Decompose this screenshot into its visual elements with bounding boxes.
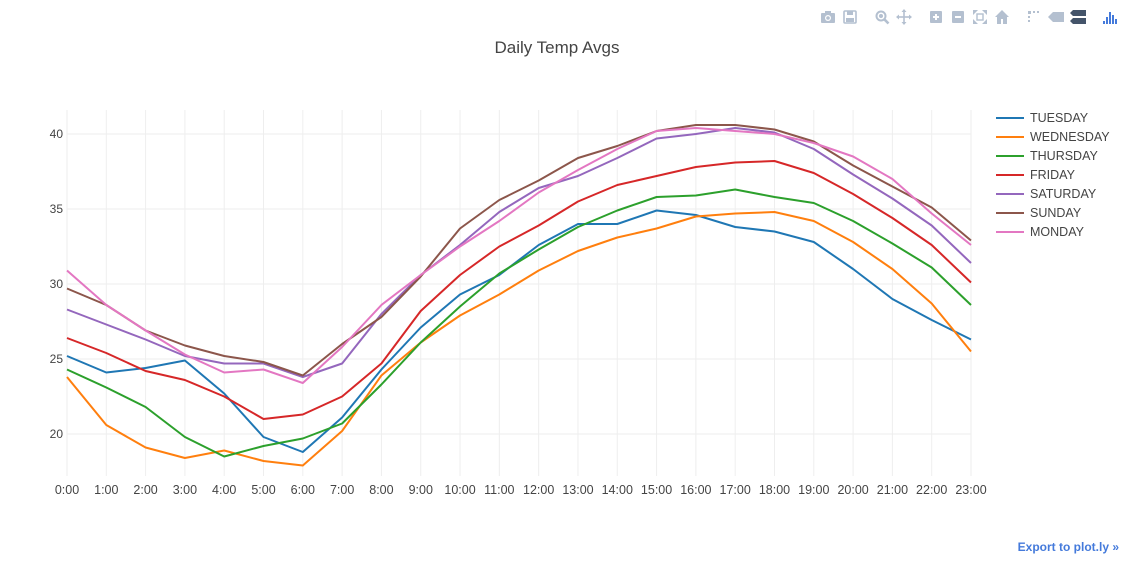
legend-label: SUNDAY — [1030, 206, 1082, 220]
x-tick-label: 19:00 — [798, 483, 829, 497]
hover-closest-button[interactable] — [1045, 6, 1067, 28]
series-line-saturday[interactable] — [66, 127, 972, 378]
legend-item-saturday[interactable]: SATURDAY — [996, 187, 1097, 201]
modebar-group — [871, 6, 915, 28]
x-tick-label: 7:00 — [330, 483, 354, 497]
hover-compare-button[interactable] — [1067, 6, 1089, 28]
legend-item-tuesday[interactable]: TUESDAY — [996, 111, 1089, 125]
x-tick-label: 11:00 — [484, 483, 514, 497]
x-tick-label: 16:00 — [680, 483, 711, 497]
legend-item-friday[interactable]: FRIDAY — [996, 168, 1076, 182]
spikelines-button[interactable] — [1023, 6, 1045, 28]
autoscale-button[interactable] — [969, 6, 991, 28]
x-tick-label: 21:00 — [877, 483, 908, 497]
plotly-logo-button[interactable] — [1099, 6, 1121, 28]
save-button[interactable] — [839, 6, 861, 28]
pan-button[interactable] — [893, 6, 915, 28]
legend-item-thursday[interactable]: THURSDAY — [996, 149, 1098, 163]
x-tick-label: 23:00 — [955, 483, 986, 497]
x-tick-label: 2:00 — [133, 483, 157, 497]
modebar-group — [1099, 6, 1121, 28]
legend-label: THURSDAY — [1030, 149, 1098, 163]
modebar-group — [1023, 6, 1089, 28]
x-tick-label: 13:00 — [562, 483, 593, 497]
legend-label: MONDAY — [1030, 225, 1085, 239]
series-lines[interactable] — [66, 124, 972, 467]
series-line-monday[interactable] — [66, 127, 972, 384]
camera-icon — [821, 11, 835, 23]
x-tick-label: 3:00 — [173, 483, 197, 497]
zoom-out-button[interactable] — [947, 6, 969, 28]
series-line-thursday[interactable] — [66, 188, 972, 458]
hover-closest-icon — [1048, 12, 1064, 22]
legend-item-wednesday[interactable]: WEDNESDAY — [996, 130, 1110, 144]
pan-icon — [896, 9, 912, 25]
y-tick-label: 30 — [50, 277, 64, 291]
legend-item-monday[interactable]: MONDAY — [996, 225, 1085, 239]
autoscale-icon — [973, 10, 987, 24]
x-tick-label: 0:00 — [55, 483, 79, 497]
hover-compare-icon — [1070, 10, 1086, 24]
y-tick-label: 35 — [50, 202, 64, 216]
x-tick-label: 20:00 — [837, 483, 868, 497]
x-tick-label: 14:00 — [602, 483, 633, 497]
modebar-group — [817, 6, 861, 28]
save-icon — [843, 10, 857, 24]
x-tick-label: 4:00 — [212, 483, 236, 497]
plotly-logo-icon — [1103, 12, 1117, 24]
export-to-plotly-link[interactable]: Export to plot.ly » — [1017, 540, 1119, 554]
x-tick-label: 8:00 — [369, 483, 393, 497]
legend-label: FRIDAY — [1030, 168, 1076, 182]
x-tick-label: 18:00 — [759, 483, 790, 497]
x-tick-label: 9:00 — [409, 483, 433, 497]
zoom-in-button[interactable] — [925, 6, 947, 28]
legend-label: WEDNESDAY — [1030, 130, 1110, 144]
y-tick-label: 40 — [50, 127, 64, 141]
modebar-group — [925, 6, 1013, 28]
modebar — [807, 6, 1121, 28]
y-axis: 20 25 30 35 40 — [50, 127, 64, 441]
x-tick-label: 1:00 — [94, 483, 118, 497]
x-tick-label: 12:00 — [523, 483, 554, 497]
x-tick-label: 17:00 — [720, 483, 751, 497]
grid-lines — [66, 110, 972, 476]
legend-item-sunday[interactable]: SUNDAY — [996, 206, 1082, 220]
series-line-wednesday[interactable] — [66, 211, 972, 467]
home-button[interactable] — [991, 6, 1013, 28]
zoom-in-icon — [930, 11, 942, 23]
zoom-icon — [875, 10, 890, 25]
legend-label: TUESDAY — [1030, 111, 1089, 125]
zoom-out-icon — [952, 11, 964, 23]
chart-title: Daily Temp Avgs — [494, 38, 619, 57]
legend[interactable]: TUESDAY WEDNESDAY THURSDAY FRIDAY SATURDAY SU… — [996, 111, 1110, 239]
x-axis: 0:00 1:00 2:00 3:00 4:00 5:00 6:00 7:00 8:00 9:00… — [55, 483, 987, 497]
x-tick-label: 15:00 — [641, 483, 672, 497]
x-tick-label: 5:00 — [251, 483, 275, 497]
x-tick-label: 6:00 — [291, 483, 315, 497]
zoom-button[interactable] — [871, 6, 893, 28]
spikelines-icon — [1028, 11, 1039, 22]
x-tick-label: 10:00 — [444, 483, 475, 497]
x-tick-label: 22:00 — [916, 483, 947, 497]
series-line-friday[interactable] — [66, 160, 972, 420]
home-icon — [995, 10, 1009, 24]
y-tick-label: 20 — [50, 427, 64, 441]
series-line-tuesday[interactable] — [66, 209, 972, 453]
y-tick-label: 25 — [50, 352, 64, 366]
legend-label: SATURDAY — [1030, 187, 1097, 201]
camera-button[interactable] — [817, 6, 839, 28]
